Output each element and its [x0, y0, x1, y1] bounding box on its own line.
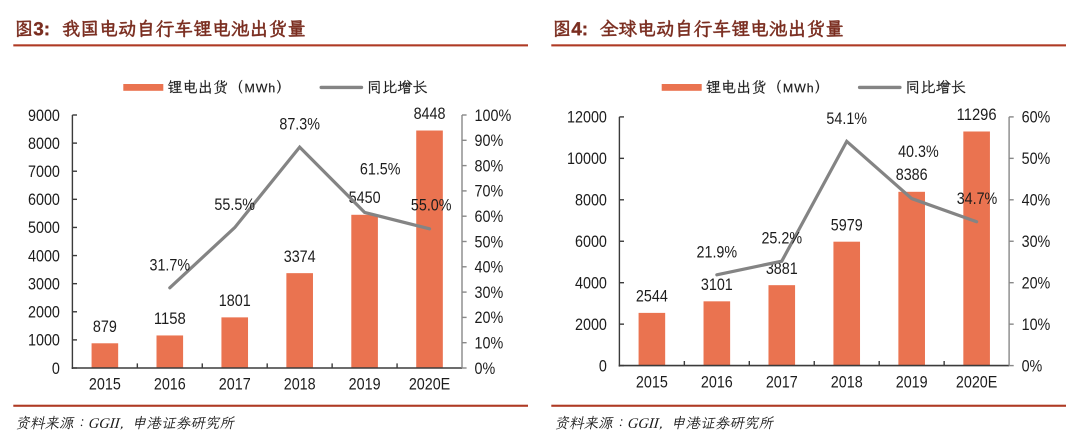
- svg-text:0%: 0%: [1022, 357, 1043, 375]
- svg-text:50%: 50%: [475, 233, 504, 251]
- svg-text:54.1%: 54.1%: [826, 110, 867, 128]
- svg-text:2015: 2015: [636, 373, 668, 391]
- svg-text:87.3%: 87.3%: [279, 116, 320, 134]
- svg-text:10%: 10%: [475, 335, 504, 353]
- svg-text:20%: 20%: [1022, 275, 1051, 293]
- svg-text:2018: 2018: [284, 376, 316, 394]
- svg-text:2020E: 2020E: [409, 376, 451, 394]
- svg-text:80%: 80%: [475, 157, 504, 175]
- svg-text:50%: 50%: [1022, 150, 1051, 168]
- svg-text:7000: 7000: [28, 163, 60, 181]
- svg-text:6000: 6000: [575, 233, 607, 251]
- svg-text:6000: 6000: [28, 191, 60, 209]
- svg-text:8386: 8386: [896, 166, 928, 184]
- svg-text:1158: 1158: [154, 310, 186, 328]
- svg-text:3374: 3374: [284, 248, 316, 266]
- svg-text:5979: 5979: [831, 216, 863, 234]
- svg-text:2017: 2017: [766, 373, 798, 391]
- svg-text:5000: 5000: [28, 219, 60, 237]
- svg-text:2020E: 2020E: [956, 373, 998, 391]
- svg-text:2016: 2016: [701, 373, 733, 391]
- svg-text:3000: 3000: [28, 275, 60, 293]
- svg-text:879: 879: [93, 318, 117, 336]
- svg-text:30%: 30%: [1022, 233, 1051, 251]
- svg-text:2000: 2000: [575, 316, 607, 334]
- svg-text:100%: 100%: [475, 107, 512, 125]
- svg-text:1801: 1801: [219, 292, 251, 310]
- svg-text:60%: 60%: [1022, 109, 1051, 127]
- svg-text:2544: 2544: [636, 287, 668, 305]
- svg-text:4000: 4000: [575, 275, 607, 293]
- svg-text:40%: 40%: [475, 259, 504, 277]
- svg-text:2016: 2016: [154, 376, 186, 394]
- svg-text:2018: 2018: [831, 373, 863, 391]
- svg-text:60%: 60%: [475, 208, 504, 226]
- svg-text:55.5%: 55.5%: [214, 196, 255, 214]
- svg-text:21.9%: 21.9%: [697, 243, 738, 261]
- svg-text:9000: 9000: [28, 107, 60, 125]
- svg-text:8448: 8448: [414, 105, 446, 123]
- svg-text:2017: 2017: [219, 376, 251, 394]
- svg-text:2015: 2015: [89, 376, 121, 394]
- svg-text:70%: 70%: [475, 183, 504, 201]
- svg-text:3101: 3101: [701, 276, 733, 294]
- svg-text:2000: 2000: [28, 304, 60, 322]
- svg-text:90%: 90%: [475, 132, 504, 150]
- svg-text:0: 0: [599, 357, 607, 375]
- svg-text:31.7%: 31.7%: [150, 256, 191, 274]
- svg-text:5450: 5450: [349, 189, 381, 207]
- svg-text:55.0%: 55.0%: [411, 197, 452, 215]
- svg-text:40.3%: 40.3%: [898, 143, 939, 161]
- svg-text:11296: 11296: [957, 106, 997, 124]
- svg-text:1000: 1000: [28, 332, 60, 350]
- svg-text:2019: 2019: [349, 376, 381, 394]
- svg-text:12000: 12000: [567, 109, 607, 127]
- svg-text:40%: 40%: [1022, 192, 1051, 210]
- svg-text:30%: 30%: [475, 284, 504, 302]
- svg-text:10000: 10000: [567, 150, 607, 168]
- svg-text:8000: 8000: [575, 192, 607, 210]
- svg-text:10%: 10%: [1022, 316, 1051, 334]
- svg-text:20%: 20%: [475, 309, 504, 327]
- svg-text:0: 0: [52, 360, 60, 378]
- svg-text:61.5%: 61.5%: [360, 161, 401, 179]
- svg-text:4000: 4000: [28, 247, 60, 265]
- svg-text:2019: 2019: [896, 373, 928, 391]
- svg-text:25.2%: 25.2%: [761, 230, 802, 248]
- svg-text:0%: 0%: [475, 360, 496, 378]
- svg-text:8000: 8000: [28, 135, 60, 153]
- svg-text:34.7%: 34.7%: [957, 190, 998, 208]
